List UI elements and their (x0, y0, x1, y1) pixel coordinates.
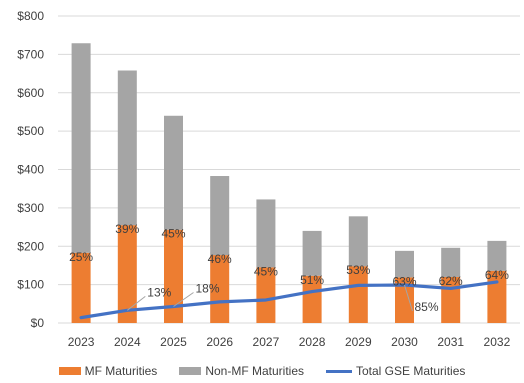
bar-percent-label: 45% (254, 264, 278, 278)
y-tick-label: $500 (17, 124, 44, 138)
legend-item-mf: MF Maturities (58, 364, 158, 378)
x-axis: 2023 2024 2025 2026 2027 2028 2029 2030 2031 2032 (68, 335, 511, 349)
x-tick-label: 2025 (160, 335, 187, 349)
y-tick-label: $800 (17, 9, 44, 23)
bar-percent-label: 63% (392, 274, 416, 288)
y-tick-label: $700 (17, 47, 44, 61)
bars (71, 43, 507, 323)
legend-label-total: Total GSE Maturities (356, 364, 466, 378)
line-label-leader (404, 284, 413, 312)
x-tick-label: 2024 (114, 335, 141, 349)
x-tick-label: 2032 (484, 335, 511, 349)
line-label-leader (173, 292, 194, 307)
legend-swatch-total (326, 369, 352, 373)
bar-percent-label: 25% (69, 250, 93, 264)
x-tick-label: 2027 (253, 335, 280, 349)
bar-percent-label: 62% (439, 274, 463, 288)
bar-mf (256, 267, 276, 323)
x-tick-label: 2030 (391, 335, 418, 349)
line-percent-label: 18% (196, 281, 220, 295)
bar-percent-label: 53% (346, 263, 370, 277)
bar-mf (117, 225, 137, 323)
bar-percent-label: 64% (485, 268, 509, 282)
legend-swatch-non-mf (179, 367, 202, 375)
data-labels: 25% 39% 45% 46% 45% 51% 53% 63% 62% 64% 13% 18% 85% (69, 222, 509, 314)
y-tick-label: $0 (31, 316, 45, 330)
chart: $0$100$200$300$400$500$600$700$800 2023 2… (17, 9, 520, 349)
bar-non-mf (302, 230, 322, 276)
bar-non-mf (210, 176, 230, 256)
x-tick-label: 2028 (299, 335, 326, 349)
bar-non-mf (164, 115, 183, 230)
y-tick-label: $200 (17, 239, 44, 253)
x-tick-label: 2031 (437, 335, 464, 349)
x-tick-label: 2026 (206, 335, 233, 349)
legend-item-total: Total GSE Maturities (326, 364, 465, 378)
bar-non-mf (256, 199, 276, 268)
line-percent-label: 85% (415, 300, 439, 314)
bar-non-mf (487, 240, 507, 271)
bar-mf (210, 255, 230, 323)
bar-percent-label: 39% (115, 222, 139, 236)
y-axis: $0 $100 $200 $300 $400 $500 $600 $700 $800 (17, 9, 44, 330)
legend-label-mf: MF Maturities (84, 364, 158, 378)
legend-label-non-mf: Non-MF Maturities (205, 364, 304, 378)
y-tick-label: $100 (17, 278, 44, 292)
legend-item-non-mf: Non-MF Maturities (179, 364, 304, 378)
bar-non-mf (441, 247, 461, 277)
x-tick-label: 2029 (345, 335, 372, 349)
bar-non-mf (117, 70, 137, 226)
bar-non-mf (395, 250, 414, 278)
legend-swatch-mf (58, 367, 81, 375)
line-percent-label: 13% (147, 285, 171, 299)
bar-non-mf (348, 216, 368, 267)
bar-mf (348, 266, 368, 323)
legend: MF Maturities Non-MF Maturities Total GS… (0, 362, 524, 380)
y-tick-label: $600 (17, 86, 44, 100)
bar-non-mf (71, 43, 91, 253)
line-label-leader (126, 295, 146, 311)
bar-mf (302, 275, 322, 323)
bar-mf (71, 252, 91, 323)
total-line (79, 280, 499, 320)
bar-mf (395, 277, 414, 323)
bar-percent-label: 45% (161, 227, 185, 241)
bar-percent-label: 51% (300, 273, 324, 287)
x-tick-label: 2023 (68, 335, 95, 349)
y-tick-label: $300 (17, 201, 44, 215)
y-tick-label: $400 (17, 163, 44, 177)
bar-mf (164, 229, 183, 323)
bar-percent-label: 46% (208, 252, 232, 266)
